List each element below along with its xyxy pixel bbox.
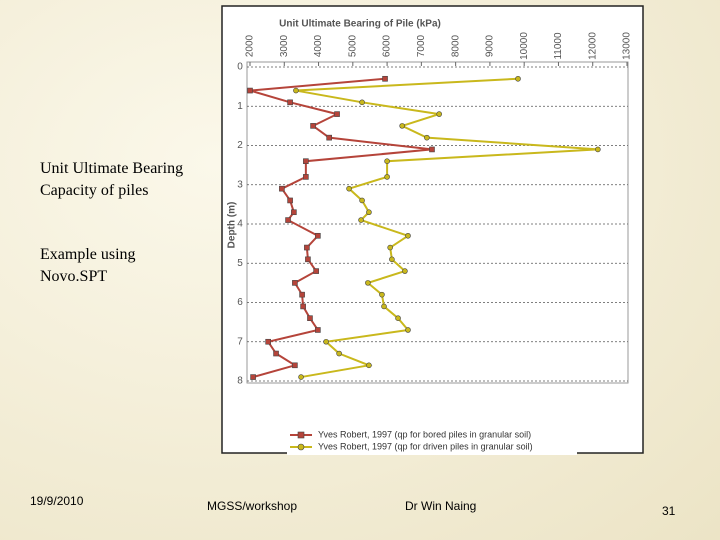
value-tick-label: 10000 bbox=[519, 32, 530, 60]
point bbox=[515, 75, 521, 82]
point bbox=[424, 134, 430, 141]
point bbox=[387, 244, 393, 251]
point bbox=[285, 217, 291, 223]
point bbox=[436, 111, 442, 117]
point bbox=[303, 158, 309, 164]
point bbox=[346, 185, 352, 192]
point bbox=[595, 146, 601, 153]
depth-tick-label: 4 bbox=[237, 219, 243, 230]
point bbox=[381, 303, 387, 310]
depth-tick-label: 1 bbox=[237, 101, 243, 112]
depth-tick-label: 2 bbox=[237, 140, 243, 151]
depth-tick-label: 7 bbox=[237, 336, 243, 347]
value-tick-label: 4000 bbox=[313, 34, 324, 57]
legend-label: Yves Robert, 1997 (qp for driven piles i… bbox=[318, 441, 533, 451]
axis-label: Depth (m) bbox=[227, 202, 238, 249]
point bbox=[265, 338, 271, 345]
point bbox=[313, 268, 319, 274]
point bbox=[298, 374, 304, 380]
point bbox=[292, 280, 298, 286]
point bbox=[287, 197, 293, 204]
point bbox=[336, 350, 342, 357]
point bbox=[402, 268, 408, 274]
value-tick-label: 6000 bbox=[382, 34, 393, 57]
point bbox=[365, 280, 371, 286]
point bbox=[292, 362, 298, 369]
point bbox=[287, 99, 293, 106]
point bbox=[359, 197, 365, 204]
plot-frame bbox=[246, 61, 629, 384]
point bbox=[315, 327, 321, 333]
point bbox=[303, 174, 309, 180]
depth-tick-label: 3 bbox=[237, 179, 243, 190]
point bbox=[389, 256, 395, 263]
point bbox=[359, 99, 365, 106]
legend-marker bbox=[297, 443, 305, 451]
point bbox=[358, 217, 364, 223]
point bbox=[304, 244, 310, 251]
chart-frame bbox=[221, 5, 644, 454]
point bbox=[366, 362, 372, 369]
value-tick-label: 9000 bbox=[485, 34, 496, 57]
point bbox=[399, 123, 405, 129]
value-tick-label: 11000 bbox=[553, 32, 564, 60]
point bbox=[307, 315, 313, 322]
point bbox=[405, 232, 411, 239]
point bbox=[334, 111, 340, 117]
depth-tick-label: 5 bbox=[237, 258, 243, 269]
value-tick-label: 13000 bbox=[622, 32, 633, 60]
legend-box bbox=[287, 425, 577, 455]
legend-marker bbox=[297, 431, 305, 439]
point bbox=[310, 123, 316, 129]
footer-author: Dr Win Naing bbox=[405, 499, 477, 513]
footer-event: MGSS/workshop bbox=[207, 499, 298, 513]
value-tick-label: 8000 bbox=[450, 34, 461, 57]
legend-label: Yves Robert, 1997 (qp for bored piles in… bbox=[318, 429, 531, 439]
point bbox=[379, 291, 385, 298]
point bbox=[305, 256, 311, 263]
slide-text: Example using Novo.SPT bbox=[40, 246, 136, 285]
depth-tick-label: 0 bbox=[237, 62, 243, 73]
value-tick-label: 5000 bbox=[347, 34, 358, 57]
point bbox=[405, 327, 411, 333]
point bbox=[293, 87, 299, 94]
point bbox=[326, 134, 332, 141]
value-tick-label: 2000 bbox=[245, 34, 256, 57]
point bbox=[395, 315, 401, 322]
point bbox=[247, 87, 253, 94]
point bbox=[366, 209, 372, 216]
point bbox=[382, 75, 388, 82]
point bbox=[323, 338, 329, 345]
value-tick-label: 3000 bbox=[279, 34, 290, 57]
point bbox=[315, 232, 321, 239]
value-tick-label: 12000 bbox=[587, 32, 598, 60]
point bbox=[291, 209, 297, 216]
point bbox=[429, 146, 435, 153]
chart-title: Unit Ultimate Bearing of Pile (kPa) bbox=[279, 19, 441, 30]
depth-tick-label: 8 bbox=[237, 376, 243, 387]
point bbox=[384, 174, 390, 180]
footer-date: 19/9/2010 bbox=[30, 494, 84, 508]
point bbox=[300, 303, 306, 310]
point bbox=[273, 350, 279, 357]
point bbox=[384, 158, 390, 164]
value-tick-label: 7000 bbox=[416, 34, 427, 57]
point bbox=[299, 291, 305, 298]
footer-page: 31 bbox=[662, 504, 676, 518]
slide-text: Unit Ultimate Bearing Capacity of piles bbox=[40, 160, 184, 199]
point bbox=[250, 374, 256, 380]
depth-tick-label: 6 bbox=[237, 297, 243, 308]
point bbox=[279, 185, 285, 192]
